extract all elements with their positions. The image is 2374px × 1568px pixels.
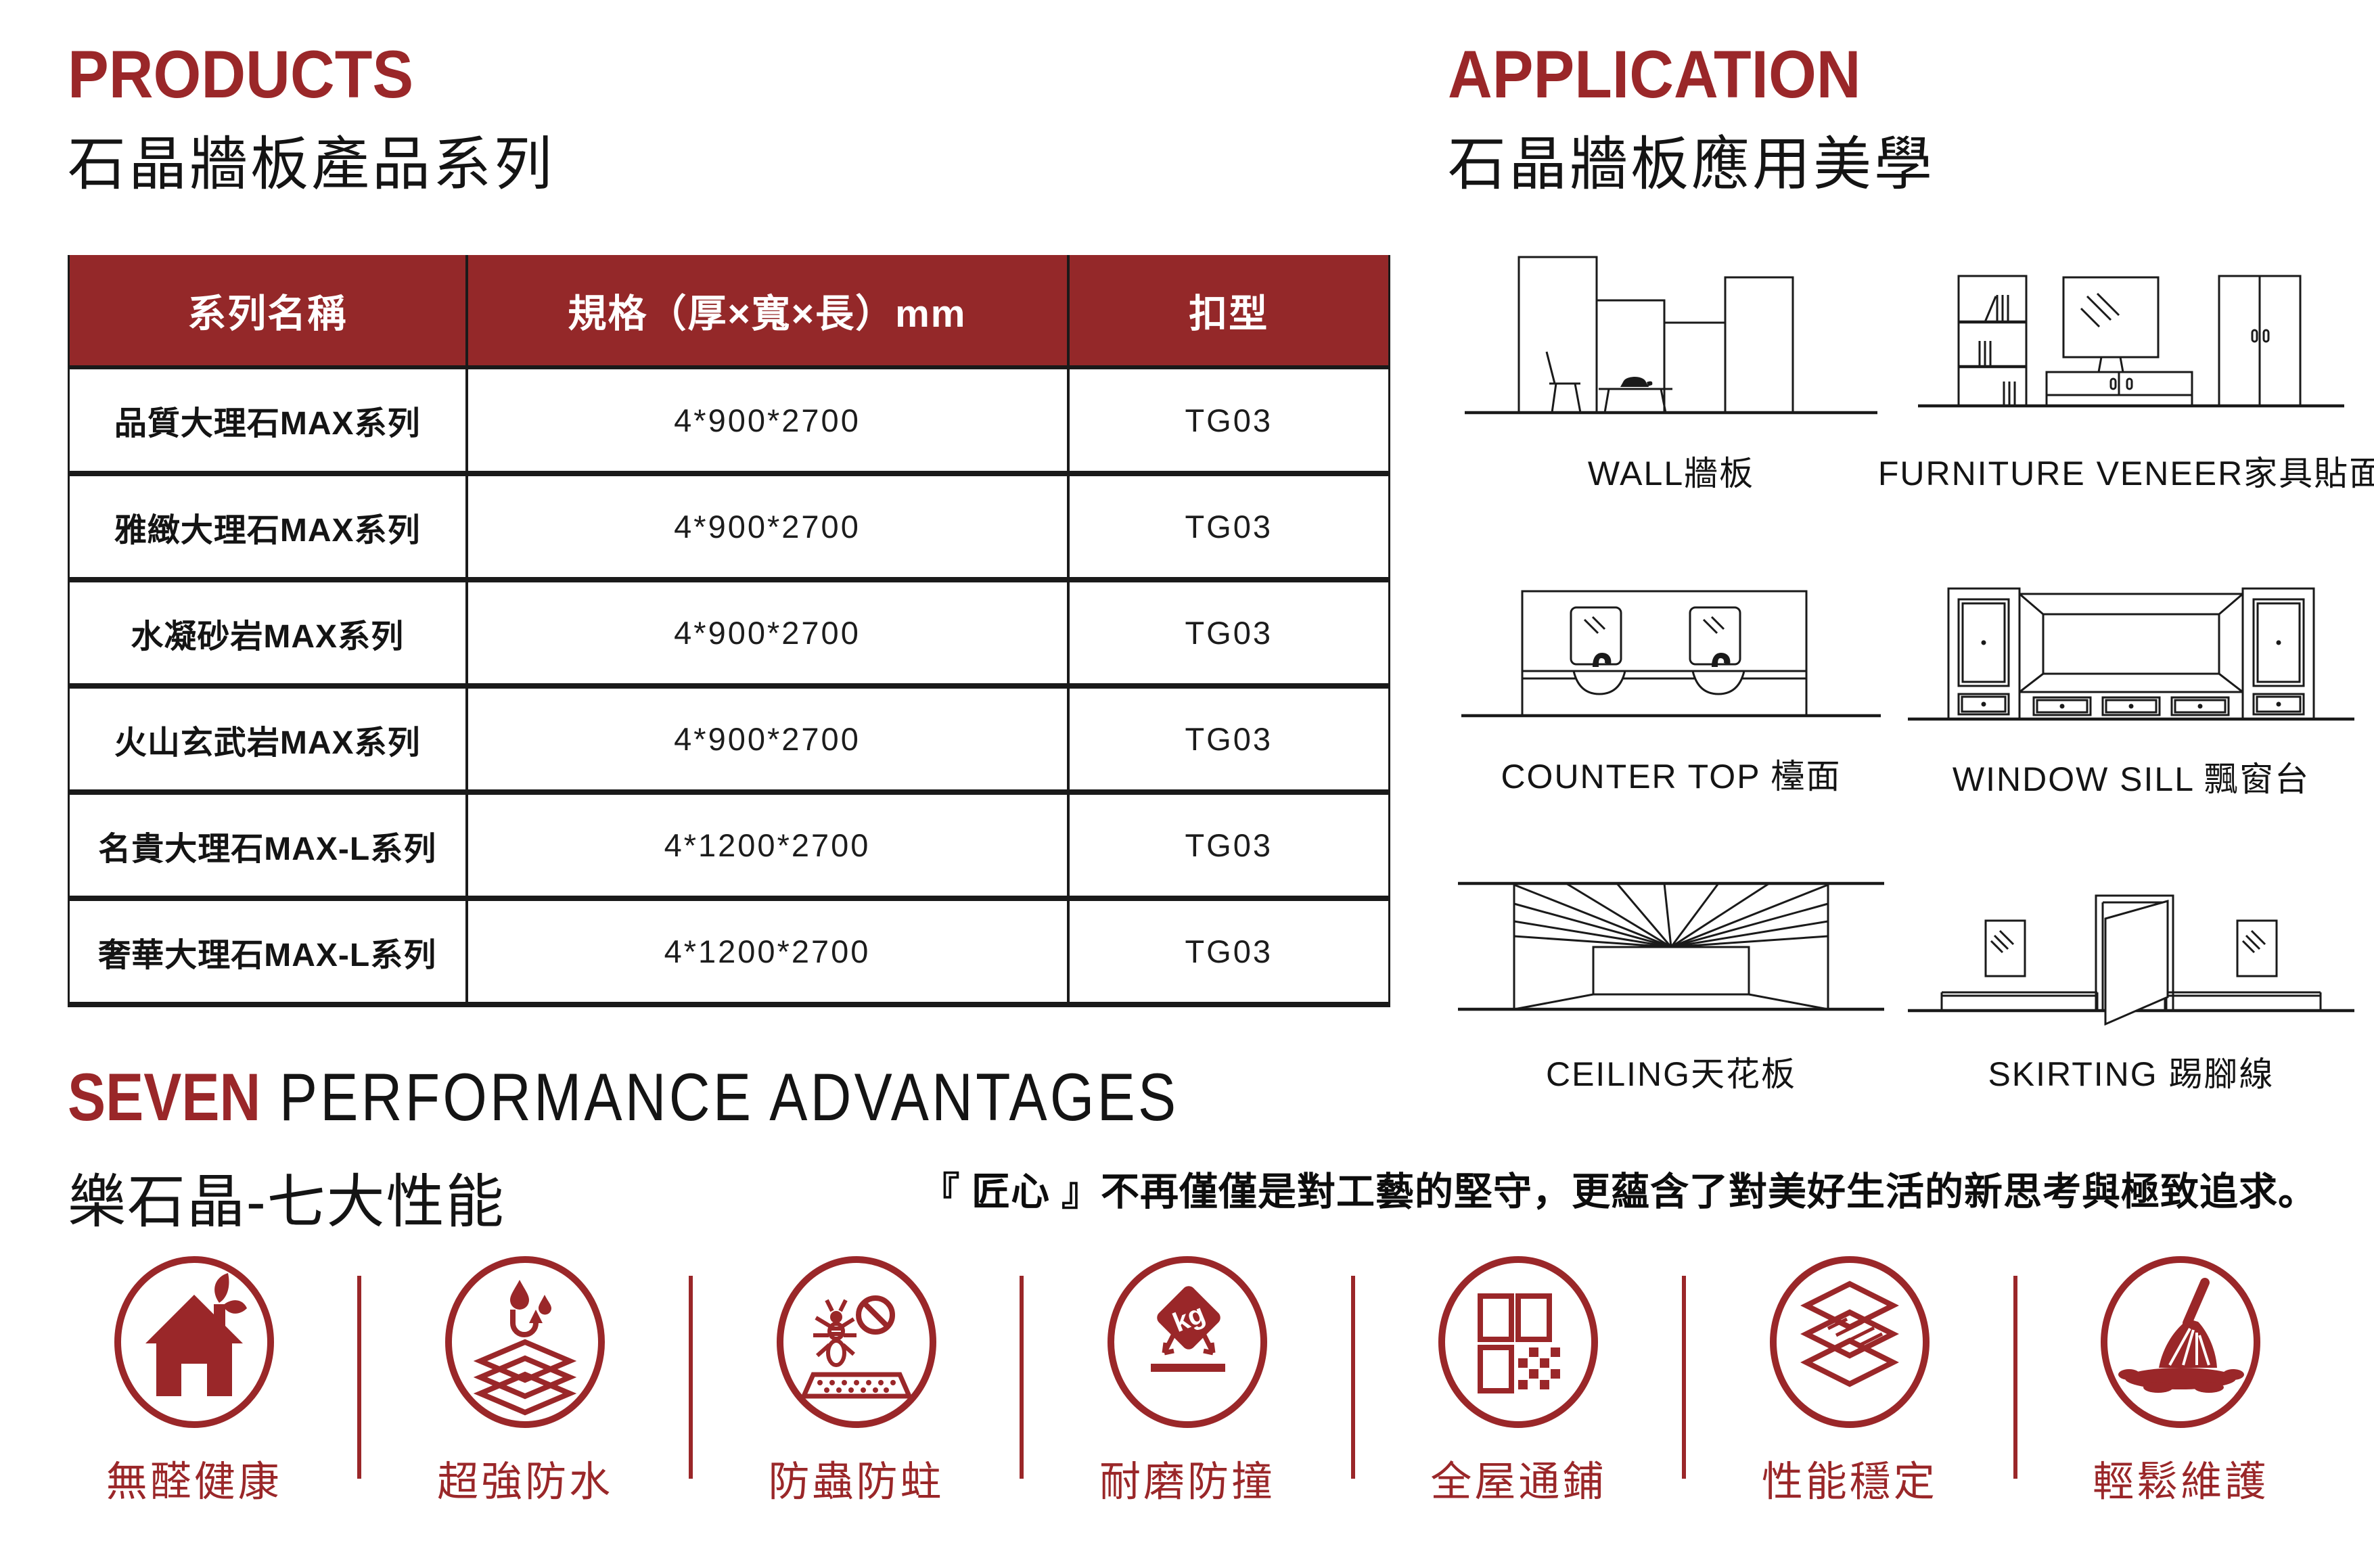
advantage-item-health: 無醛健康 — [30, 1253, 357, 1508]
divider — [1350, 1276, 1355, 1479]
advantages-title-rest: PERFORMANCE ADVANTAGES — [260, 1059, 1179, 1134]
furniture-veneer-drawing — [1918, 275, 2344, 408]
products-subtitle: 石晶牆板產品系列 — [68, 132, 555, 197]
app-label: FURNITURE VENEER家具貼面 — [1877, 455, 2374, 492]
ceiling-drawing — [1458, 881, 1884, 1011]
advantage-item-stable: 性能穩定 — [1686, 1253, 2013, 1508]
app-item-wall: WALL牆板 — [1455, 252, 1888, 495]
app-item-skirting: SKIRTING 踢腳線 — [1901, 871, 2361, 1096]
divider — [2013, 1276, 2017, 1479]
products-title: PRODUCTS — [68, 37, 414, 112]
anti-insect-icon — [776, 1256, 936, 1428]
advantage-label: 超強防水 — [437, 1458, 614, 1504]
products-table: 系列名稱 規格（厚×寬×長）mm 扣型 品質大理石MAX系列 4*900*270… — [68, 255, 1390, 1007]
spec-cell: 4*900*2700 — [465, 367, 1068, 476]
spec-cell: 4*900*2700 — [465, 474, 1068, 582]
house-leaf-icon — [114, 1256, 274, 1428]
advantage-label: 輕鬆維護 — [2093, 1458, 2269, 1504]
app-item-ceiling: CEILING天花板 — [1455, 874, 1888, 1096]
skirting-drawing — [1908, 894, 2354, 1025]
table-row: 水凝砂岩MAX系列 4*900*2700 TG03 — [68, 580, 1390, 689]
app-item-window: WINDOW SILL 飄窗台 — [1901, 580, 2361, 801]
stable-layers-icon — [1769, 1256, 1930, 1428]
series-name-cell: 水凝砂岩MAX系列 — [68, 580, 467, 689]
advantage-label: 無醛健康 — [106, 1458, 282, 1504]
spec-cell: 4*1200*2700 — [465, 792, 1068, 901]
window-sill-drawing — [1908, 587, 2354, 721]
app-item-furniture: FURNITURE VENEER家具貼面 — [1878, 252, 2374, 495]
app-label: SKIRTING 踢腳線 — [1988, 1055, 2275, 1093]
lock-type-cell: TG03 — [1066, 474, 1390, 582]
header-spec: 規格（厚×寬×長）mm — [465, 255, 1068, 369]
lock-type-cell: TG03 — [1066, 367, 1390, 476]
counter-top-drawing — [1461, 590, 1881, 718]
advantage-label: 全屋通鋪 — [1430, 1458, 1607, 1504]
lock-type-cell: TG03 — [1066, 686, 1390, 795]
series-name-cell: 奢華大理石MAX-L系列 — [68, 898, 467, 1007]
application-title: APPLICATION — [1448, 37, 1861, 112]
spec-cell: 4*1200*2700 — [465, 898, 1068, 1007]
series-name-cell: 品質大理石MAX系列 — [68, 367, 467, 476]
advantages-title: SEVEN PERFORMANCE ADVANTAGES — [68, 1059, 1179, 1136]
app-label: CEILING天花板 — [1545, 1055, 1797, 1093]
table-row: 雅緻大理石MAX系列 4*900*2700 TG03 — [68, 474, 1390, 582]
advantage-item-impact: kg 耐磨防撞 — [1024, 1253, 1350, 1508]
header-series-name: 系列名稱 — [68, 255, 467, 369]
advantage-label: 性能穩定 — [1761, 1458, 1938, 1504]
advantage-item-whole-house: 全屋通鋪 — [1355, 1253, 1682, 1508]
advantage-label: 防蟲防蛀 — [768, 1458, 944, 1504]
advantage-item-waterproof: 超強防水 — [361, 1253, 688, 1508]
series-name-cell: 火山玄武岩MAX系列 — [68, 686, 467, 795]
app-label: WALL牆板 — [1587, 455, 1755, 492]
craftsmanship-quote: 『 匠心 』不再僅僅是對工藝的堅守，更蘊含了對美好生活的新思考與極致追求。 — [921, 1170, 2317, 1214]
table-row: 品質大理石MAX系列 4*900*2700 TG03 — [68, 367, 1390, 476]
divider — [688, 1276, 693, 1479]
series-name-cell: 雅緻大理石MAX系列 — [68, 474, 467, 582]
table-row: 奢華大理石MAX-L系列 4*1200*2700 TG03 — [68, 898, 1390, 1007]
app-item-counter: COUNTER TOP 檯面 — [1455, 583, 1888, 798]
divider — [1682, 1276, 1687, 1479]
table-row: 火山玄武岩MAX系列 4*900*2700 TG03 — [68, 686, 1390, 795]
lock-type-cell: TG03 — [1066, 580, 1390, 689]
app-label: WINDOW SILL 飄窗台 — [1952, 760, 2310, 798]
table-header-row: 系列名稱 規格（厚×寬×長）mm 扣型 — [68, 255, 1390, 369]
easy-maintenance-mop-icon — [2101, 1256, 2261, 1428]
table-row: 名貴大理石MAX-L系列 4*1200*2700 TG03 — [68, 792, 1390, 901]
header-lock-type: 扣型 — [1066, 255, 1390, 369]
lock-type-cell: TG03 — [1066, 898, 1390, 1007]
advantage-item-anti-insect: 防蟲防蛀 — [693, 1253, 1020, 1508]
advantage-item-maintenance: 輕鬆維護 — [2017, 1253, 2344, 1508]
impact-resistant-kg-icon: kg — [1107, 1256, 1267, 1428]
application-subtitle: 石晶牆板應用美學 — [1448, 132, 1935, 197]
advantages-subtitle: 樂石晶-七大性能 — [68, 1170, 505, 1235]
series-name-cell: 名貴大理石MAX-L系列 — [68, 792, 467, 901]
whole-house-tiles-icon — [1438, 1256, 1599, 1428]
waterproof-layers-icon — [445, 1256, 606, 1428]
divider — [357, 1276, 362, 1479]
seven-highlight: SEVEN — [68, 1059, 261, 1134]
advantages-icon-row: 無醛健康 超強防水 — [30, 1253, 2344, 1508]
divider — [1020, 1276, 1024, 1479]
lock-type-cell: TG03 — [1066, 792, 1390, 901]
spec-cell: 4*900*2700 — [465, 580, 1068, 689]
wall-panels-drawing — [1465, 256, 1877, 415]
advantage-label: 耐磨防撞 — [1099, 1458, 1275, 1504]
app-label: COUNTER TOP 檯面 — [1501, 758, 1842, 795]
spec-cell: 4*900*2700 — [465, 686, 1068, 795]
